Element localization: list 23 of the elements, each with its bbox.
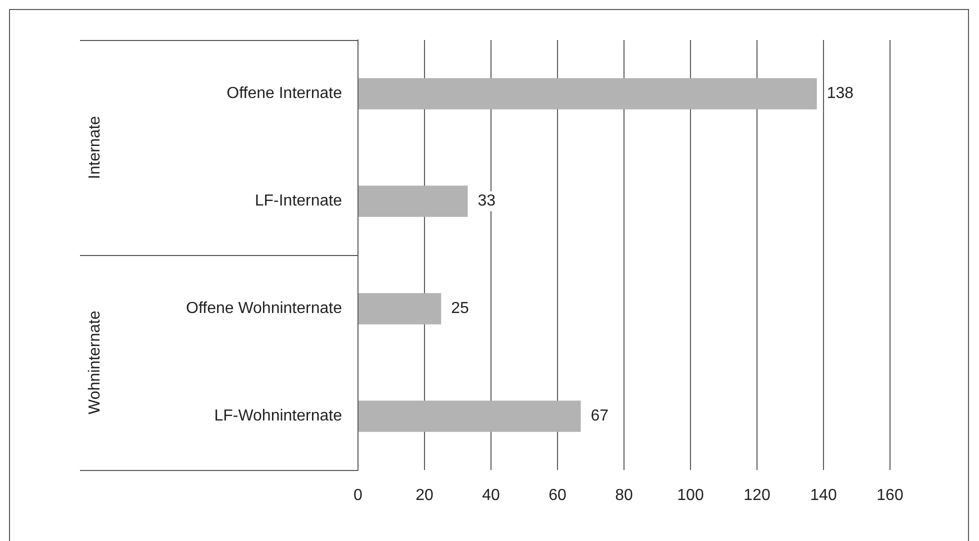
x-tick-label: 100 — [677, 487, 704, 504]
data-label: 33 — [478, 192, 496, 210]
bar — [358, 186, 468, 217]
x-tick-label: 160 — [876, 487, 904, 504]
bar — [358, 400, 581, 432]
data-label: 138 — [826, 85, 854, 102]
y-tick-label: Offene Wohninternate — [186, 300, 342, 318]
x-tick-label: 0 — [354, 487, 363, 504]
x-tick-label: 120 — [744, 487, 770, 504]
x-tick-label: 60 — [548, 487, 566, 504]
text: Wohninternate — [86, 310, 104, 414]
bar — [358, 293, 442, 324]
bar — [358, 78, 817, 110]
data-label: 67 — [590, 408, 609, 425]
x-tick-label: 40 — [482, 487, 500, 504]
x-tick-label: 80 — [615, 487, 633, 504]
data-label: 25 — [451, 300, 470, 318]
y-tick-label: LF-Internate — [254, 192, 342, 210]
text: Internate — [86, 116, 104, 180]
x-tick-label: 140 — [810, 487, 837, 504]
y-tick-label: Offene Internate — [226, 85, 342, 102]
x-tick-label: 20 — [416, 487, 434, 504]
y-tick-label: LF-Wohninternate — [214, 408, 342, 425]
